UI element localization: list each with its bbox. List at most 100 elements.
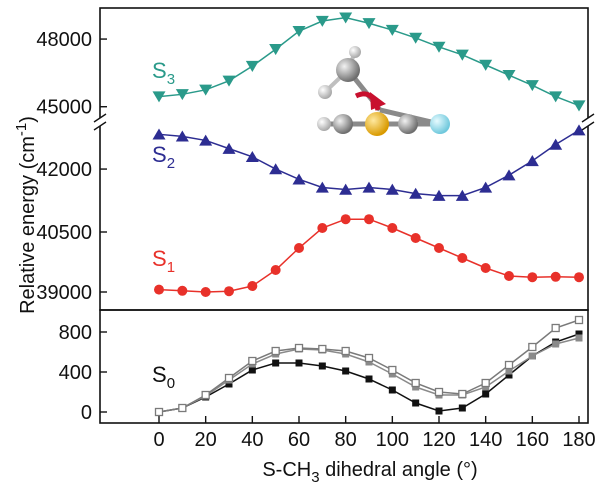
y-tick-label-s0-400: 400	[59, 362, 92, 384]
data-point-s3-0-90	[362, 18, 376, 30]
x-tick-label-180: 180	[562, 429, 595, 451]
data-point-s1-0-90	[364, 214, 374, 225]
data-point-s0-2-80	[341, 346, 350, 356]
data-point-s0-1-160	[528, 352, 536, 360]
data-point-s2-0-0	[152, 128, 166, 140]
data-point-s3-0-180	[572, 100, 586, 112]
x-tick-label-0: 0	[153, 429, 164, 451]
data-point-s1-0-70	[317, 223, 328, 233]
data-point-s2-0-30	[222, 142, 236, 154]
molecule-illustration	[317, 46, 450, 136]
data-point-s2-0-120	[432, 189, 446, 201]
data-point-s2-0-110	[409, 187, 423, 199]
data-point-s1-0-0	[154, 284, 164, 295]
data-point-s2-0-100	[385, 183, 399, 195]
data-point-s0-2-180	[574, 315, 584, 325]
data-point-s0-0-130	[458, 404, 466, 412]
data-point-s3-0-50	[269, 44, 283, 56]
data-point-s0-0-50	[272, 359, 280, 367]
data-point-s2-0-50	[269, 163, 283, 175]
data-point-s3-0-10	[175, 89, 189, 101]
data-point-s0-1-180	[575, 334, 583, 342]
data-point-s2-0-10	[175, 130, 189, 142]
state-label-s0: S0	[152, 362, 175, 392]
x-tick-label-120: 120	[422, 429, 455, 451]
data-point-s2-0-160	[525, 155, 539, 167]
data-point-s0-2-20	[201, 390, 210, 400]
y-tick-label-s0-0: 0	[81, 402, 92, 424]
x-tick-label-100: 100	[376, 429, 409, 451]
x-tick-label-40: 40	[241, 429, 263, 451]
data-point-s1-0-180	[574, 272, 584, 283]
axis-break-left	[93, 113, 107, 131]
data-point-s1-0-30	[224, 286, 234, 297]
data-point-s3-0-60	[292, 25, 306, 38]
data-point-s3-0-100	[385, 24, 399, 36]
data-point-s0-0-30	[225, 380, 233, 388]
data-point-s1-0-110	[410, 233, 421, 243]
data-point-s0-0-90	[365, 375, 373, 383]
data-point-s3-0-40	[245, 60, 259, 72]
data-point-s1-0-120	[434, 243, 444, 253]
data-point-s0-0-70	[318, 362, 326, 370]
data-point-s0-2-70	[318, 344, 327, 354]
data-point-s1-0-20	[200, 287, 211, 297]
data-point-s0-2-110	[411, 378, 420, 388]
data-point-s0-2-30	[224, 373, 234, 383]
axis-break-right	[581, 113, 595, 131]
data-point-s1-0-100	[387, 223, 398, 233]
data-point-s2-0-90	[362, 181, 376, 193]
data-point-s1-0-150	[504, 271, 514, 281]
data-point-s0-2-120	[434, 387, 444, 397]
x-tick-label-20: 20	[195, 429, 217, 451]
data-point-s1-0-130	[457, 253, 468, 263]
data-point-s3-0-150	[502, 69, 516, 81]
y-tick-label-s0-800: 800	[59, 322, 92, 344]
data-point-s0-0-80	[342, 367, 350, 375]
data-point-s0-1-170	[552, 340, 560, 348]
data-point-s0-0-180	[575, 330, 583, 338]
data-point-s3-0-30	[222, 75, 236, 87]
data-point-s3-0-70	[315, 15, 329, 27]
data-point-s3-0-110	[409, 32, 423, 44]
data-point-s2-0-170	[549, 138, 563, 150]
data-point-s0-2-160	[528, 342, 537, 352]
series-line-s0-0	[158, 333, 580, 413]
data-point-s1-0-10	[177, 285, 188, 296]
data-point-s1-0-50	[270, 265, 281, 275]
data-point-s2-0-80	[339, 183, 353, 195]
data-point-s2-0-140	[479, 181, 493, 193]
data-point-s3-0-140	[479, 59, 493, 71]
data-point-s0-2-40	[248, 356, 257, 366]
state-label-s1: S1	[152, 246, 175, 276]
series-line-s0-1	[158, 337, 580, 413]
y-tick-label-s1-40500: 40500	[36, 222, 92, 244]
y-tick-label-s3-45000: 45000	[36, 97, 92, 119]
data-point-s1-0-170	[550, 271, 561, 282]
y-tick-label-s3-48000: 48000	[36, 29, 92, 51]
data-point-s0-0-140	[482, 390, 490, 398]
data-point-s3-0-160	[525, 80, 539, 92]
data-point-s2-0-70	[315, 181, 329, 193]
x-axis-title: S-CH3 dihedral angle (°)	[262, 459, 477, 482]
data-point-s2-0-150	[502, 169, 516, 181]
data-point-s0-2-10	[178, 403, 187, 413]
y-tick-label-s1-39000: 39000	[36, 282, 92, 304]
data-point-s1-0-60	[294, 243, 304, 253]
data-point-s0-2-60	[294, 343, 304, 353]
data-point-s0-0-150	[505, 371, 513, 379]
x-tick-label-140: 140	[469, 429, 502, 451]
data-point-s1-0-80	[340, 214, 351, 225]
data-point-s2-0-180	[572, 124, 586, 136]
series-line-s1-0	[158, 218, 580, 293]
x-tick-label-160: 160	[516, 429, 549, 451]
data-point-s3-0-20	[199, 84, 213, 96]
data-point-s0-0-110	[412, 399, 420, 407]
data-point-s3-0-80	[339, 12, 353, 24]
data-point-s0-2-150	[504, 360, 514, 370]
state-label-s3: S3	[152, 58, 175, 88]
data-point-s0-2-170	[551, 323, 560, 333]
data-point-s0-0-100	[388, 386, 396, 394]
data-point-s0-2-90	[364, 353, 374, 363]
data-point-s0-2-0	[154, 407, 164, 417]
